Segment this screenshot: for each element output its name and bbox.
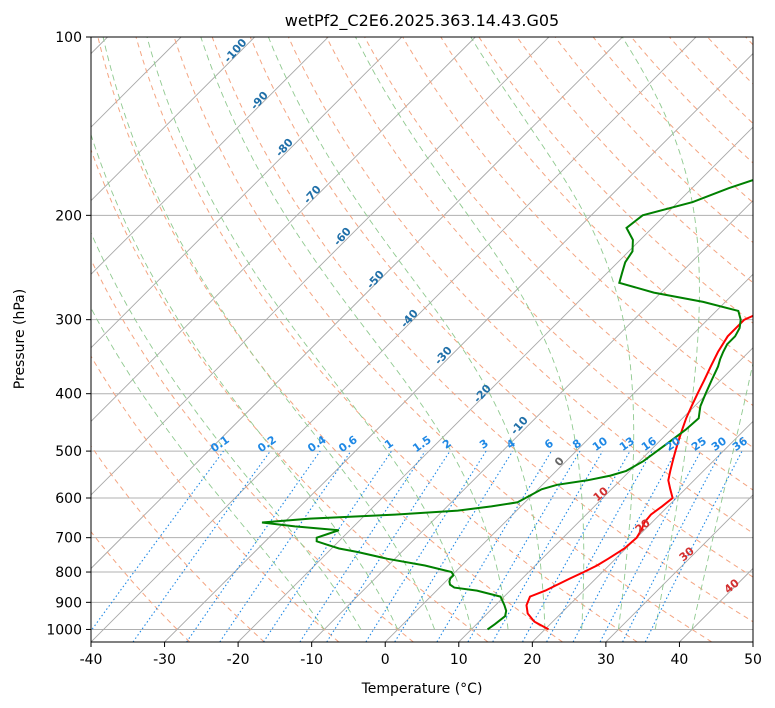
moist-adiabat-line <box>91 307 325 630</box>
x-tick-label: 50 <box>744 652 762 668</box>
x-tick-label: 40 <box>671 652 689 668</box>
x-tick-label: 20 <box>523 652 541 668</box>
y-axis-title: Pressure (hPa) <box>12 289 28 389</box>
dry-adiabat-line <box>287 37 753 534</box>
mixing-ratio-line <box>132 450 271 642</box>
chart-title: wetPf2_C2E6.2025.363.14.43.G05 <box>285 11 559 31</box>
mixing-ratio-line <box>91 450 224 632</box>
isotherm-line <box>237 126 753 642</box>
moist-adiabat-line <box>102 37 436 630</box>
mixing-ratio-line <box>326 450 451 642</box>
moist-adiabat-line <box>200 37 509 630</box>
mixing-ratio-line <box>219 450 352 642</box>
x-tick-label: 10 <box>450 652 468 668</box>
mixing-ratio-line <box>546 450 653 642</box>
mixing-ratio-line <box>394 450 514 642</box>
y-tick-label: 200 <box>55 208 82 224</box>
dry-adiabat-line <box>402 37 753 407</box>
dry-adiabat-line <box>592 37 753 204</box>
axes: -40 -30 -20 -10 0 10 20 30 40 50 100 200 300 400 500 60… <box>46 30 762 668</box>
dry-adiabat-line <box>249 37 753 578</box>
isotherm-line <box>91 37 550 496</box>
dry-adiabat-line <box>135 37 638 642</box>
isotherm-line <box>91 37 403 349</box>
y-tick-label: 300 <box>55 313 82 329</box>
y-tick-label: 700 <box>55 531 82 547</box>
y-tick-label: 800 <box>55 565 82 581</box>
x-axis-title: Temperature (°C) <box>361 681 483 697</box>
y-tick-label: 100 <box>55 30 82 46</box>
y-tick-label: 600 <box>55 491 82 507</box>
x-tick-label: -40 <box>80 652 103 668</box>
y-tick-label: 400 <box>55 387 82 403</box>
isotherm-line <box>458 347 753 642</box>
moist-adiabat-line <box>621 37 700 630</box>
dry-adiabat-line <box>516 37 753 284</box>
x-tick-label: 30 <box>597 652 615 668</box>
temperature-series-line <box>525 314 753 631</box>
background-lines <box>91 37 753 642</box>
dry-adiabat-line <box>326 37 753 491</box>
moist-adiabat-line <box>91 133 399 630</box>
isotherm-line <box>164 52 753 642</box>
y-tick-label: 1000 <box>46 622 82 638</box>
dry-adiabat-line <box>91 530 191 642</box>
dry-adiabat-line <box>440 37 753 365</box>
mixing-ratio-line <box>263 450 392 642</box>
dry-adiabat-line <box>97 37 563 642</box>
moist-adiabat-line <box>267 37 546 630</box>
moist-adiabat-line <box>91 231 362 630</box>
dry-adiabat-line <box>91 355 340 642</box>
plot-frame <box>90 36 754 643</box>
dry-adiabat-line <box>554 37 753 244</box>
isotherm-line <box>91 37 255 202</box>
plot-background <box>91 37 753 642</box>
dewpoint-series-line <box>261 179 753 631</box>
mixing-ratio-line <box>644 450 743 642</box>
data-lines <box>261 179 753 631</box>
dry-adiabat-line <box>630 37 753 164</box>
moist-adiabat-line <box>355 37 585 630</box>
mixing-ratio-line <box>522 450 631 642</box>
x-tick-label: -30 <box>153 652 176 668</box>
y-tick-label: 500 <box>55 444 82 460</box>
mixing-ratio-line <box>572 450 677 642</box>
moist-adiabat-line <box>691 361 753 630</box>
x-tick-label: 0 <box>381 652 390 668</box>
isotherm-line <box>91 37 623 570</box>
dry-adiabat-line <box>478 37 753 324</box>
moist-adiabat-line <box>470 37 635 630</box>
isotherm-line <box>605 494 753 642</box>
y-tick-label: 900 <box>55 595 82 611</box>
mixing-ratio-line <box>186 450 321 642</box>
dry-adiabat-line <box>364 37 753 449</box>
isotherm-line <box>91 37 697 642</box>
isotherm-line <box>91 37 476 422</box>
x-tick-label: -20 <box>227 652 250 668</box>
isotherm-line <box>384 273 753 642</box>
x-tick-label: -10 <box>300 652 323 668</box>
mixing-ratio-line <box>299 450 426 642</box>
isotherm-line <box>91 37 329 275</box>
